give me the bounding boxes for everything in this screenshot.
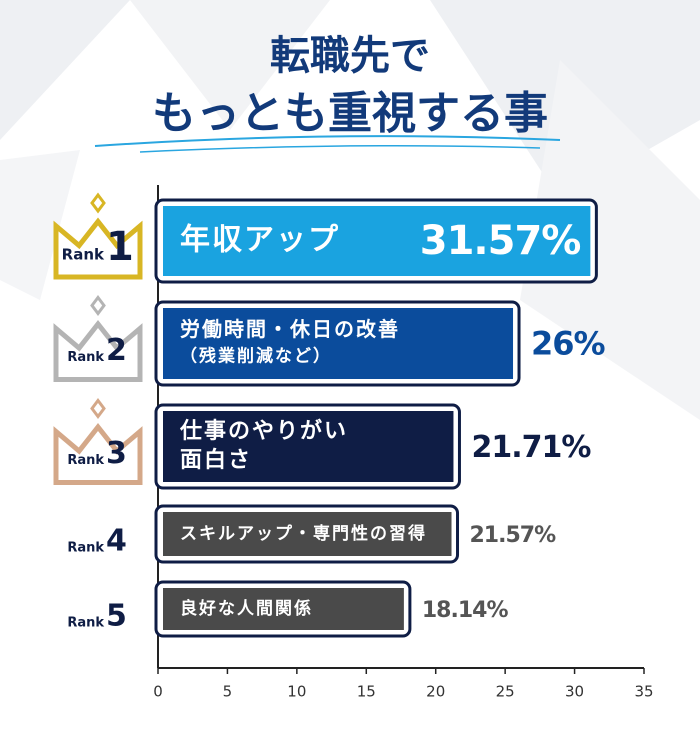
rank-number: 2: [106, 333, 127, 368]
category-label: 良好な人間関係: [180, 598, 313, 619]
rank-label: Rank: [67, 350, 104, 365]
crown: [53, 217, 143, 280]
bar: [163, 206, 591, 276]
title-line: 転職先で: [270, 33, 430, 79]
bg-triangle: [0, 150, 80, 300]
category-label: スキルアップ・専門性の習得: [180, 523, 427, 544]
bar: [163, 588, 404, 630]
value-label: 21.57%: [470, 523, 557, 548]
rank-number: 4: [106, 524, 127, 559]
title-swoosh: [139, 145, 541, 153]
x-tick-label: 30: [565, 683, 584, 701]
value-label: 21.71%: [471, 430, 591, 465]
category-label: 年収アップ: [180, 223, 340, 258]
rank-label: Rank: [67, 453, 104, 468]
bg-triangle: [520, 60, 700, 420]
value-label: 18.14%: [422, 598, 509, 623]
title-line: もっとも重視する事: [152, 88, 548, 139]
bar: [163, 411, 454, 482]
rank-label: Rank: [67, 616, 104, 631]
value-label: 31.57%: [420, 218, 581, 264]
x-tick-label: 10: [287, 683, 306, 701]
rank-label: Rank: [67, 541, 104, 556]
rank-number: 1: [106, 224, 134, 270]
category-label: （残業削減など）: [180, 346, 332, 367]
x-tick-label: 25: [496, 683, 515, 701]
bar: [163, 308, 514, 379]
x-tick-label: 0: [153, 683, 163, 701]
rank-number: 5: [106, 599, 127, 634]
category-label: 仕事のやりがい: [179, 418, 348, 444]
crown-gem: [90, 398, 106, 419]
value-label: 26%: [531, 325, 606, 363]
x-tick-label: 5: [223, 683, 233, 701]
x-tick-label: 20: [426, 683, 445, 701]
bar: [163, 512, 452, 556]
crown: [53, 319, 143, 382]
bg-triangle: [130, 0, 330, 130]
category-label: 面白さ: [180, 447, 252, 473]
rank-number: 3: [106, 436, 127, 471]
background-shapes: [0, 0, 700, 420]
category-label: 労働時間・休日の改善: [180, 317, 400, 341]
x-tick-label: 35: [634, 683, 653, 701]
crown-gem: [90, 192, 106, 214]
x-tick-label: 15: [357, 683, 376, 701]
rank-label: Rank: [62, 246, 105, 264]
bg-triangle: [0, 0, 130, 140]
crown: [53, 422, 143, 485]
crown-gem: [90, 295, 106, 316]
title-swoosh: [94, 135, 561, 147]
